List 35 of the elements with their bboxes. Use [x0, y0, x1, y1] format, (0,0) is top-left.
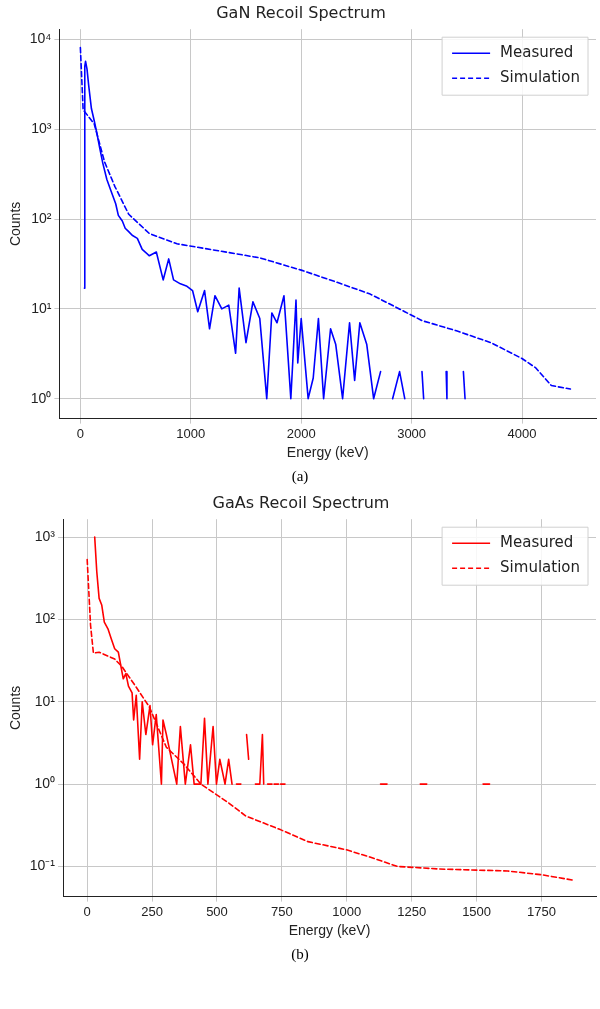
y-tick-label: 10⁰ [34, 774, 56, 791]
y-tick-label: 10² [34, 610, 56, 627]
y-tick-label: 10³ [34, 527, 56, 544]
y-tick-label: 10⁰ [30, 389, 52, 406]
legend-label: Measured [500, 43, 574, 62]
text: (a) [290, 467, 310, 486]
x-axis-title: Energy (keV) [288, 922, 371, 939]
x-tick-label: 0 [76, 425, 84, 441]
x-tick-label: 1000 [332, 903, 362, 919]
legend-label: Measured [500, 533, 574, 552]
x-tick-label: 750 [271, 903, 293, 919]
chart-title: GaAs Recoil Spectrum [212, 492, 390, 512]
x-tick-label: 250 [141, 903, 163, 919]
x-tick-label: 1750 [527, 903, 556, 919]
x-tick-label: 4000 [507, 425, 537, 441]
x-tick-label: 1250 [397, 903, 427, 919]
text: (b) [290, 945, 310, 964]
y-tick-label: 10² [31, 209, 52, 226]
x-tick-label: 2000 [286, 425, 316, 441]
x-tick-label: 1500 [462, 903, 492, 919]
x-tick-label: 500 [206, 903, 228, 919]
legend-label: Simulation [500, 68, 581, 87]
y-axis-title: Counts [7, 685, 24, 731]
y-tick-label: 10³ [31, 120, 52, 137]
x-tick-label: 0 [83, 903, 91, 919]
x-tick-label: 1000 [176, 425, 206, 441]
chart-title: GaN Recoil Spectrum [216, 2, 386, 22]
x-tick-label: 3000 [397, 425, 427, 441]
y-tick-label: 10⁴ [29, 30, 52, 47]
y-tick-label: 10¹ [31, 299, 52, 316]
y-tick-label: 10¹ [34, 692, 56, 709]
y-axis-title: Counts [7, 201, 24, 247]
x-axis-title: Energy (keV) [286, 444, 369, 461]
legend-label: Simulation [500, 558, 581, 577]
y-tick-label: 10⁻¹ [29, 857, 56, 874]
